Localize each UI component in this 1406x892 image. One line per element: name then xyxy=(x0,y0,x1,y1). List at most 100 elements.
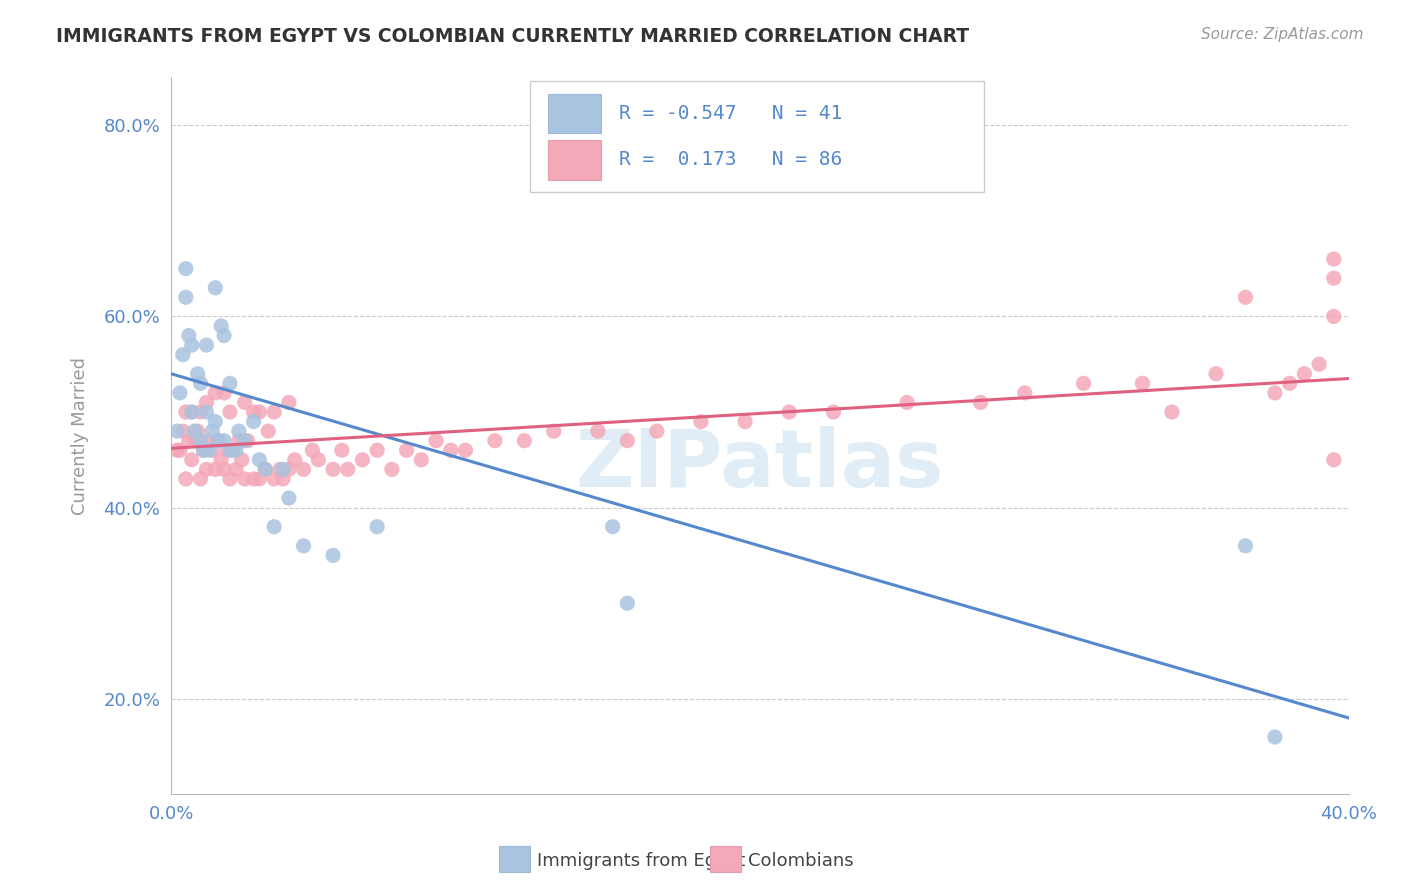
Point xyxy=(180,452,202,467)
Point xyxy=(277,395,299,409)
Point xyxy=(231,452,253,467)
Point xyxy=(204,415,226,429)
Point xyxy=(204,462,226,476)
Point xyxy=(1278,376,1301,391)
Point xyxy=(166,424,188,438)
Point xyxy=(271,462,294,476)
Point xyxy=(249,452,271,467)
Point xyxy=(690,415,713,429)
Point xyxy=(209,452,232,467)
Point xyxy=(1160,405,1182,419)
Point xyxy=(233,434,256,448)
Point xyxy=(330,443,353,458)
Point xyxy=(249,405,271,419)
Point xyxy=(193,443,215,458)
Point xyxy=(180,405,202,419)
Point xyxy=(395,443,418,458)
Point xyxy=(180,405,202,419)
Point xyxy=(1294,367,1316,381)
Point xyxy=(225,443,247,458)
Point xyxy=(236,434,259,448)
Point xyxy=(195,405,218,419)
Point xyxy=(513,434,536,448)
Point xyxy=(254,462,277,476)
Point xyxy=(616,434,638,448)
Point xyxy=(169,385,191,400)
Point xyxy=(212,434,235,448)
Point xyxy=(366,519,388,533)
Point xyxy=(225,462,247,476)
Point xyxy=(219,472,242,486)
Point xyxy=(174,261,197,276)
Point xyxy=(307,452,329,467)
Point xyxy=(411,452,433,467)
Point xyxy=(187,367,209,381)
Point xyxy=(263,405,285,419)
Point xyxy=(263,472,285,486)
Point xyxy=(219,405,242,419)
Point xyxy=(222,443,245,458)
Point xyxy=(190,405,212,419)
Point xyxy=(209,318,232,333)
Point xyxy=(1234,539,1257,553)
Text: Colombians: Colombians xyxy=(748,852,853,870)
Point xyxy=(201,424,224,438)
Point xyxy=(1323,252,1346,266)
Point xyxy=(778,405,800,419)
Text: ZIPatlas: ZIPatlas xyxy=(575,425,943,504)
Point xyxy=(204,385,226,400)
Point xyxy=(1323,310,1346,324)
Point xyxy=(602,519,624,533)
Point xyxy=(204,281,226,295)
Point xyxy=(219,443,242,458)
Point xyxy=(366,443,388,458)
Point xyxy=(322,549,344,563)
Point xyxy=(425,434,447,448)
Point xyxy=(1323,271,1346,285)
Point xyxy=(193,443,215,458)
Point xyxy=(212,385,235,400)
Point xyxy=(352,452,374,467)
Point xyxy=(381,462,404,476)
Point xyxy=(1014,385,1036,400)
Point xyxy=(969,395,991,409)
Point xyxy=(172,424,194,438)
Text: R =  0.173   N = 86: R = 0.173 N = 86 xyxy=(619,151,842,169)
Text: Immigrants from Egypt: Immigrants from Egypt xyxy=(537,852,745,870)
Point xyxy=(292,539,315,553)
Point xyxy=(242,405,264,419)
Text: IMMIGRANTS FROM EGYPT VS COLOMBIAN CURRENTLY MARRIED CORRELATION CHART: IMMIGRANTS FROM EGYPT VS COLOMBIAN CURRE… xyxy=(56,27,969,45)
Text: R = -0.547   N = 41: R = -0.547 N = 41 xyxy=(619,103,842,123)
Point xyxy=(301,443,323,458)
Point xyxy=(201,443,224,458)
Point xyxy=(823,405,845,419)
Point xyxy=(177,328,200,343)
Point xyxy=(896,395,918,409)
Point xyxy=(195,338,218,352)
Y-axis label: Currently Married: Currently Married xyxy=(72,357,89,515)
Point xyxy=(1132,376,1154,391)
Point xyxy=(166,443,188,458)
Point xyxy=(263,519,285,533)
Point xyxy=(190,376,212,391)
Point xyxy=(254,462,277,476)
Point xyxy=(1234,290,1257,304)
Point xyxy=(543,424,565,438)
Point xyxy=(269,462,291,476)
Point xyxy=(174,405,197,419)
Point xyxy=(187,424,209,438)
Point xyxy=(174,290,197,304)
Point xyxy=(322,462,344,476)
Point xyxy=(440,443,463,458)
Point xyxy=(180,338,202,352)
Point xyxy=(195,462,218,476)
Point xyxy=(454,443,477,458)
FancyBboxPatch shape xyxy=(548,94,600,133)
Point xyxy=(228,424,250,438)
Point xyxy=(212,462,235,476)
Point xyxy=(190,472,212,486)
Text: Source: ZipAtlas.com: Source: ZipAtlas.com xyxy=(1201,27,1364,42)
Point xyxy=(228,434,250,448)
Point xyxy=(174,472,197,486)
Point xyxy=(207,434,229,448)
